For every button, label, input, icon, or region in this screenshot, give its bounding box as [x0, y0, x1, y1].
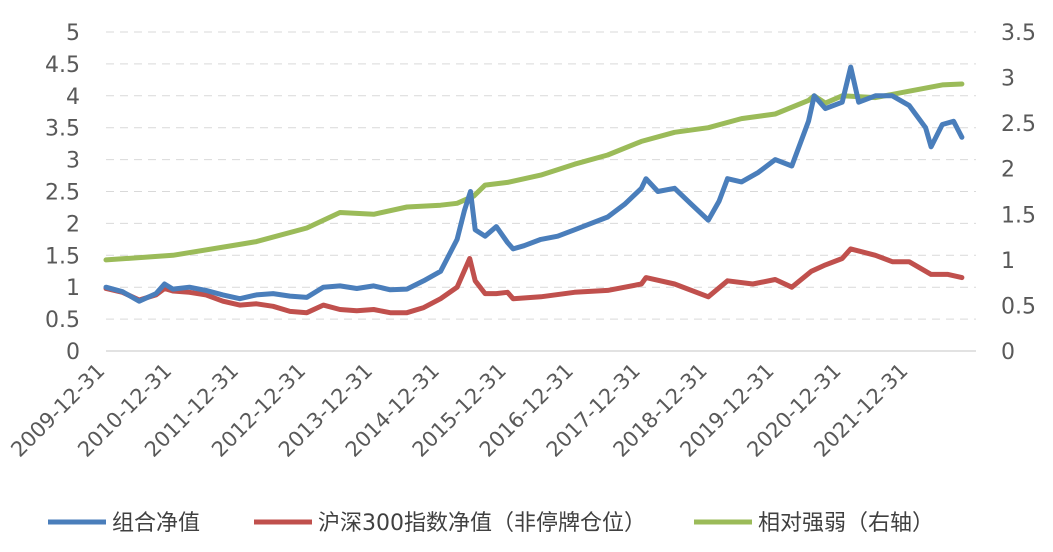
left-tick-label: 1	[66, 276, 80, 301]
left-tick-label: 2	[66, 212, 80, 237]
left-tick-label: 2.5	[45, 181, 80, 206]
legend-label: 相对强弱（右轴）	[758, 511, 934, 536]
series-line-2	[103, 81, 965, 263]
legend-label: 沪深300指数净值（非停牌仓位）	[318, 511, 646, 536]
right-tick-label: 1	[1001, 249, 1015, 274]
left-tick-label: 4.5	[45, 53, 80, 78]
series-line-0	[103, 64, 965, 304]
x-axis: 2009-12-312010-12-312011-12-312012-12-31…	[6, 359, 912, 462]
right-tick-label: 2	[1001, 158, 1015, 183]
left-tick-label: 0	[66, 340, 80, 365]
right-tick-label: 2.5	[1001, 112, 1036, 137]
left-tick-label: 1.5	[45, 244, 80, 269]
left-y-axis: 0 0.5 1 1.5 2 2.5 3 3.5 4 4.5 5	[45, 21, 80, 365]
right-tick-label: 3	[1001, 67, 1015, 92]
legend: 组合净值 沪深300指数净值（非停牌仓位） 相对强弱（右轴）	[48, 511, 934, 536]
legend-label: 组合净值	[112, 511, 200, 536]
left-tick-label: 3.5	[45, 117, 80, 142]
right-tick-label: 1.5	[1001, 203, 1036, 228]
series-lines	[103, 64, 965, 316]
series-line-1	[103, 246, 965, 316]
right-y-axis: 0 0.5 1 1.5 2 2.5 3 3.5	[1001, 21, 1036, 365]
left-tick-label: 3	[66, 149, 80, 174]
right-tick-label: 3.5	[1001, 21, 1036, 46]
left-tick-label: 0.5	[45, 308, 80, 333]
left-tick-label: 5	[66, 21, 80, 46]
right-tick-label: 0.5	[1001, 294, 1036, 319]
gridlines	[106, 31, 976, 352]
right-tick-label: 0	[1001, 340, 1015, 365]
left-tick-label: 4	[66, 85, 80, 110]
